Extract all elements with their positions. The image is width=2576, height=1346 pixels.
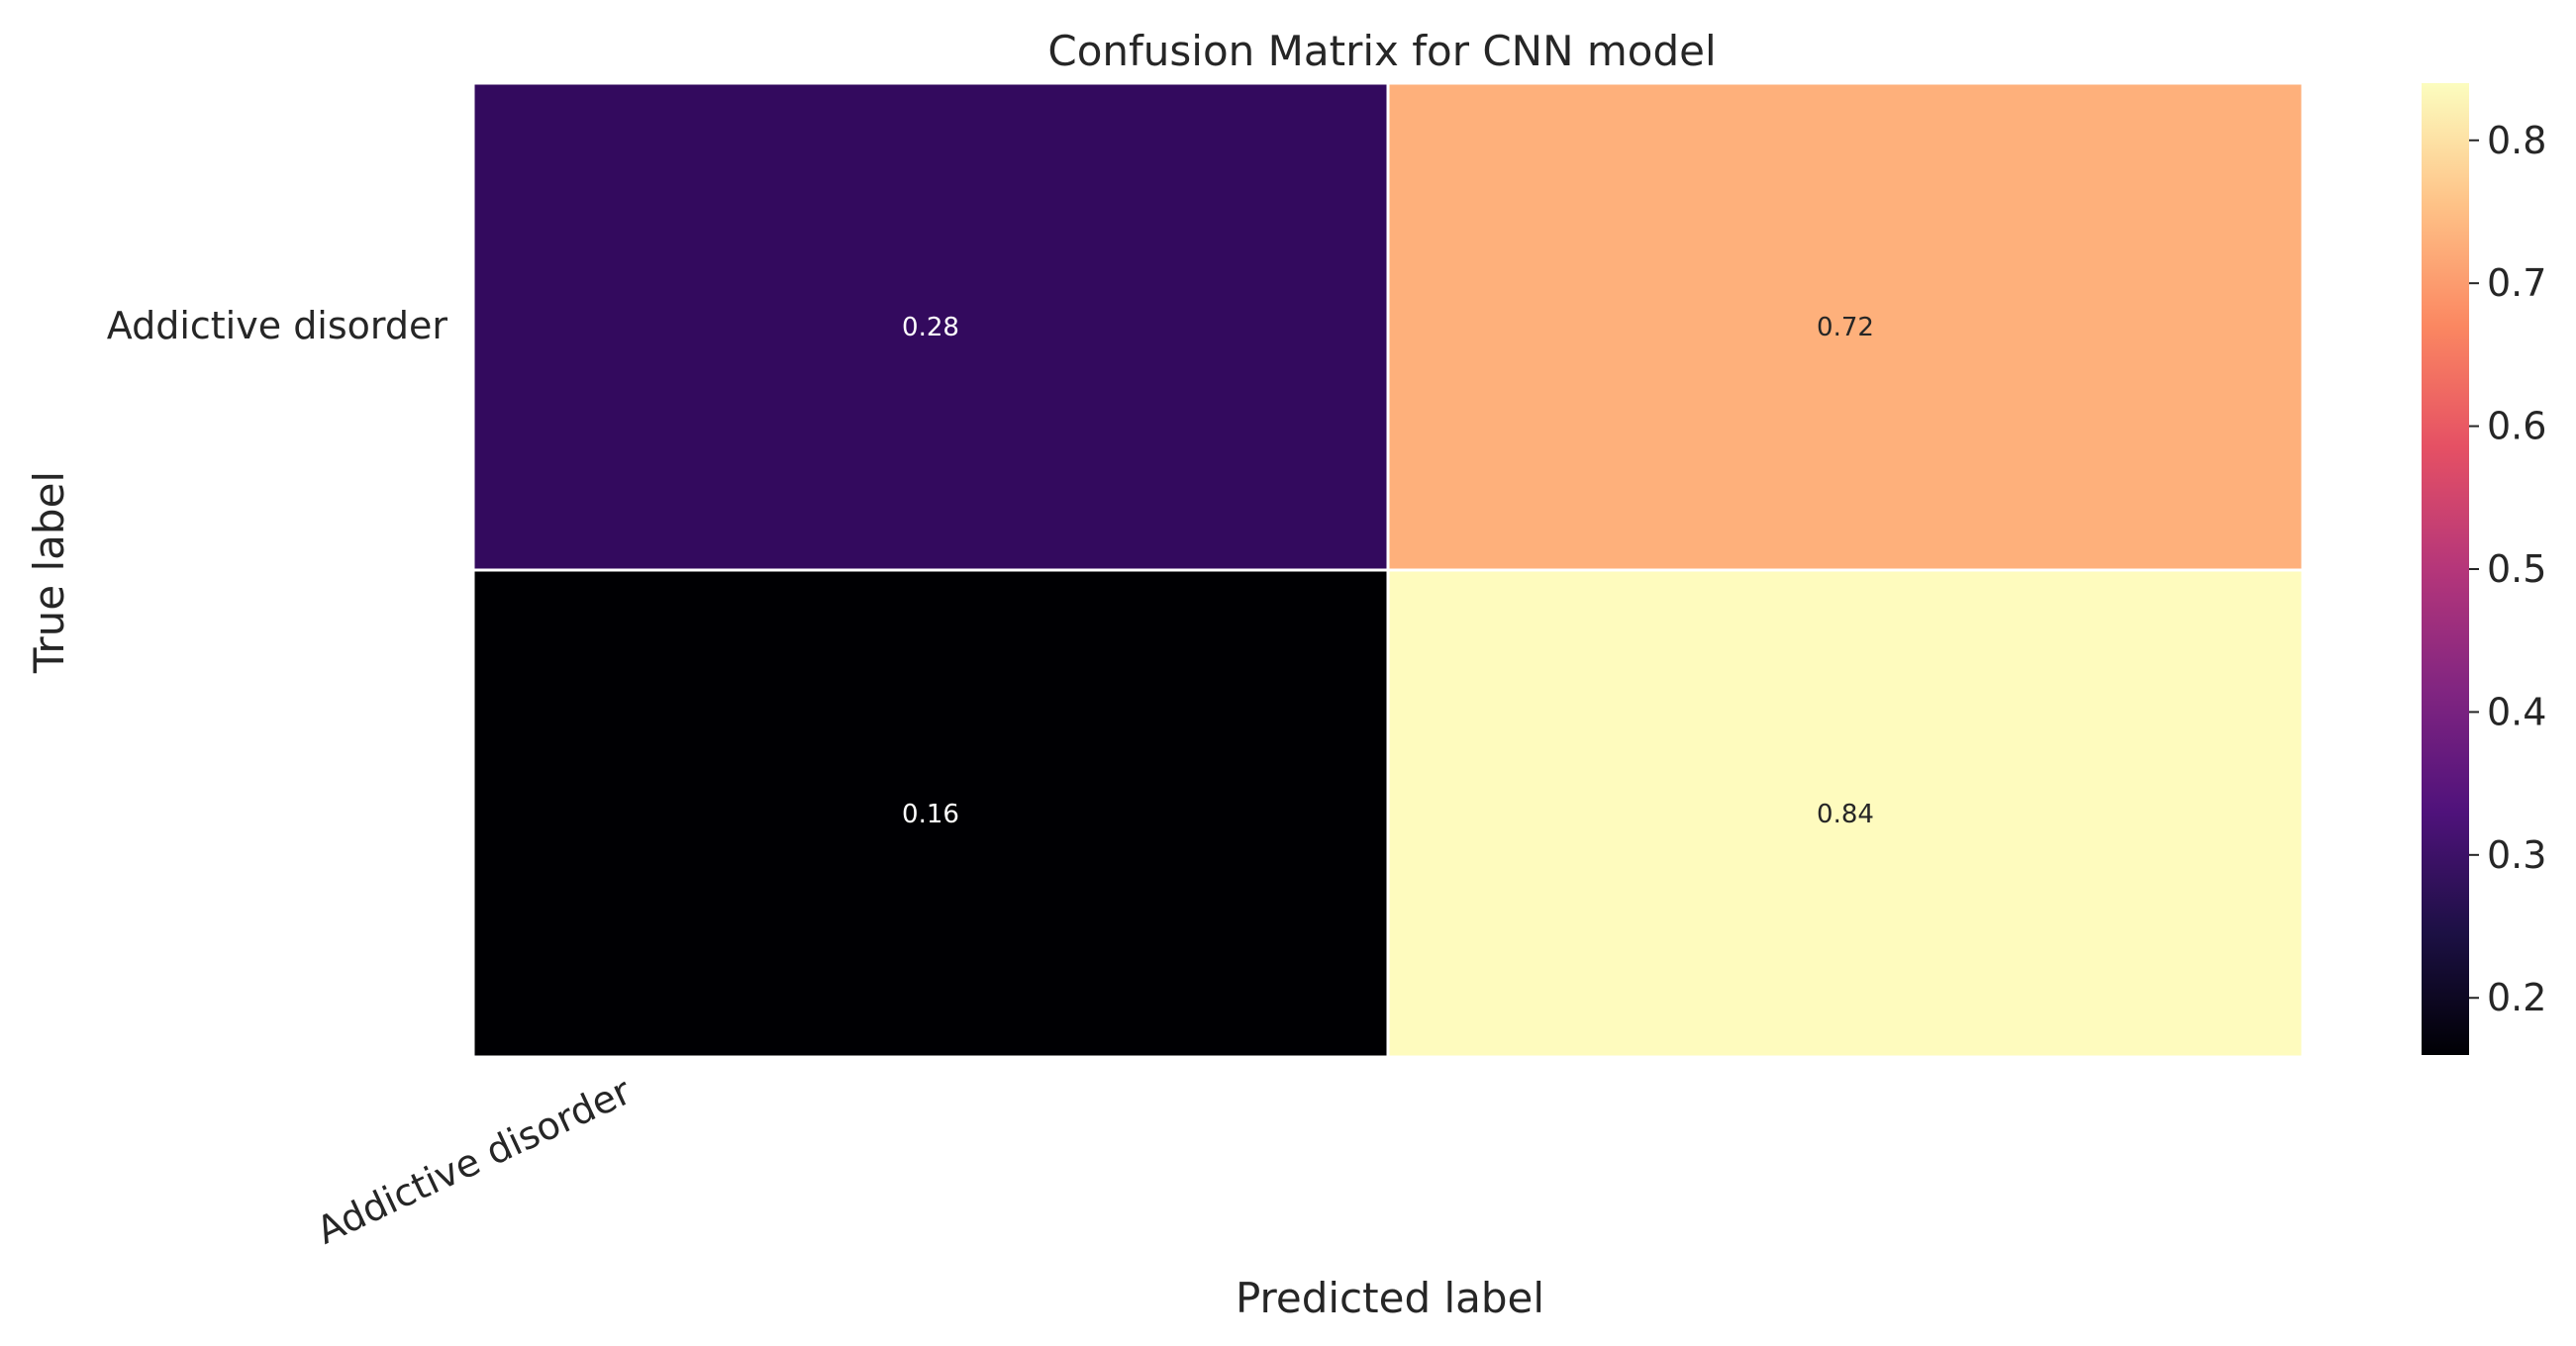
y-axis-label: True label [25,471,73,674]
x-tick-labels: Addictive disorder [310,1069,638,1253]
colorbar-tick-label: 0.3 [2487,833,2546,877]
cell-value-label: 0.28 [902,313,959,342]
colorbar-tick-label: 0.6 [2487,405,2546,448]
colorbar-tick-label: 0.5 [2487,547,2546,591]
colorbar-tick-label: 0.8 [2487,119,2546,162]
heatmap-cell [1386,81,2305,572]
cell-value-label: 0.84 [1817,800,1874,829]
heatmap-value-labels: 0.28 0.72 0.16 0.84 [902,313,1874,829]
x-tick-label: Addictive disorder [310,1069,638,1253]
colorbar-tick-label: 0.4 [2487,690,2546,733]
y-tick-label: Addictive disorder [107,304,448,347]
chart-title: Confusion Matrix for CNN model [1047,27,1716,75]
heatmap-cell [471,81,1390,572]
y-tick-labels: Addictive disorder [107,304,448,347]
heatmap-cell [1386,568,2305,1059]
heatmap-cell [471,568,1390,1059]
x-axis-label: Predicted label [1236,1274,1544,1322]
colorbar-tick-label: 0.7 [2487,261,2546,305]
cell-value-label: 0.16 [902,800,959,829]
colorbar-ticks: 0.2 0.3 0.4 0.5 0.6 0.7 0.8 [2469,119,2546,1019]
heatmap-cells [471,81,2305,1059]
colorbar-tick-label: 0.2 [2487,976,2546,1019]
colorbar [2422,83,2469,1055]
cell-value-label: 0.72 [1817,313,1874,342]
